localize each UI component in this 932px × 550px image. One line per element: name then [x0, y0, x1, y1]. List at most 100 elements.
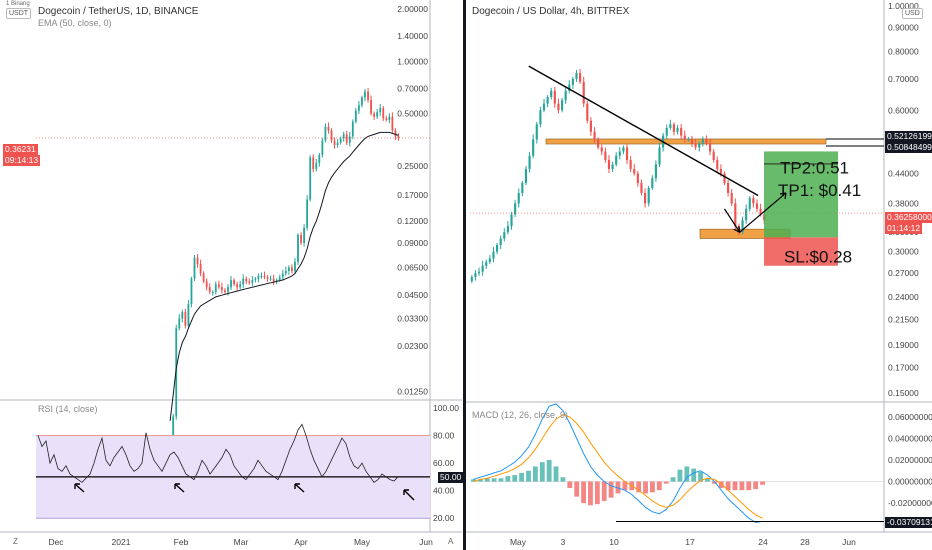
left-candle-body — [321, 140, 324, 155]
right-candle-body — [495, 244, 499, 252]
left-price-tick: 0.17000 — [397, 190, 428, 200]
right-price-tick: 1.00000 — [888, 1, 919, 11]
left-price-tick: 0.12000 — [397, 216, 428, 226]
left-price-tick: 0.50000 — [397, 109, 428, 119]
macd-signal-line — [473, 414, 763, 519]
right-candle-body — [694, 143, 697, 148]
right-candle-body — [701, 139, 704, 144]
left-unit-top: 1 Binang — [6, 1, 30, 7]
left-auto-scale-button[interactable]: A — [448, 537, 454, 546]
right-candle-body — [654, 164, 657, 179]
right-candle-body — [618, 151, 621, 156]
left-chart-canvas[interactable]: 2.00000 1.40000 1.00000 0.70000 0.50000 0.250… — [0, 0, 462, 550]
left-ema-line — [169, 131, 399, 421]
right-candle-body — [571, 78, 574, 85]
left-candle-body — [260, 276, 263, 278]
left-candle-body — [333, 140, 336, 145]
left-candle-body — [233, 280, 235, 285]
left-timezone-button[interactable]: Z — [13, 537, 18, 546]
right-time-badge: 01:14:12 — [885, 223, 923, 234]
right-candle-body — [600, 147, 603, 152]
left-candle-body — [382, 107, 385, 119]
right-candle-body — [492, 251, 495, 259]
right-candle-body — [575, 73, 578, 79]
left-rsi-tick: 40.00 — [433, 486, 455, 496]
left-candle-body — [202, 273, 205, 282]
left-price-tick: 0.02300 — [397, 341, 428, 351]
right-candle-body — [499, 238, 502, 245]
right-candle-body — [719, 168, 722, 174]
left-candle-body — [266, 277, 269, 279]
right-candle-body — [532, 139, 535, 156]
left-candle-body — [388, 116, 391, 120]
right-candle-body — [524, 168, 528, 184]
macd-tick: 0.04000000 — [888, 433, 932, 443]
macd-histogram-bar — [484, 478, 490, 482]
macd-histogram-bar — [684, 466, 690, 482]
left-rsi-arrowhead — [174, 483, 180, 489]
right-price-tick: 0.30000 — [888, 247, 919, 257]
macd-histogram-bar — [532, 466, 538, 482]
take-profit-zone — [764, 151, 838, 238]
left-price-tick: 0.04500 — [397, 290, 428, 300]
right-chart-canvas[interactable]: 1.00000 0.90000 0.80000 0.70000 0.60000 0.440… — [466, 0, 932, 550]
right-date-tick: May — [510, 537, 527, 547]
panes-divider[interactable] — [463, 0, 466, 550]
left-date-tick: Jun — [419, 537, 433, 547]
left-rsi-arrowhead — [403, 489, 409, 495]
right-date-tick: 10 — [609, 537, 619, 547]
right-candle-body — [582, 81, 585, 104]
left-candle-body — [284, 271, 287, 274]
right-candle-body — [488, 258, 491, 263]
right-candle-body — [597, 139, 600, 148]
macd-histogram-bar — [718, 481, 724, 488]
left-candle-body — [370, 99, 372, 114]
right-candle-body — [683, 135, 686, 140]
right-chart-pane[interactable]: 1.00000 0.90000 0.80000 0.70000 0.60000 0.440… — [466, 0, 932, 550]
macd-histogram-bar — [574, 481, 580, 497]
right-candle-body — [633, 168, 636, 174]
right-price-tick: 0.80000 — [888, 47, 919, 57]
macd-histogram-bar — [760, 481, 765, 485]
right-candle-body — [741, 220, 744, 233]
left-candle-body — [181, 311, 184, 319]
left-candle-body — [224, 290, 226, 292]
right-candle-body — [474, 273, 477, 277]
left-price-tick: 1.00000 — [397, 56, 428, 66]
left-candle-body — [361, 97, 363, 106]
macd-histogram-bar — [505, 476, 511, 482]
left-rsi-legend: RSI (14, close) — [38, 404, 98, 414]
left-chart-pane[interactable]: 2.00000 1.40000 1.00000 0.70000 0.50000 0.250… — [0, 0, 464, 550]
left-candle-body — [364, 91, 366, 98]
left-date-tick: Feb — [174, 537, 189, 547]
macd-histogram-bar — [725, 481, 731, 491]
left-time-badge: 09:14:13 — [3, 155, 41, 166]
left-price-tick: 2.00000 — [397, 4, 428, 14]
left-price-tick: 0.06500 — [397, 262, 428, 272]
right-candle-body — [542, 103, 546, 111]
macd-histogram-bar — [498, 478, 504, 482]
left-candle-body — [291, 267, 293, 272]
left-ema-legend: EMA (50, close, 0) — [38, 18, 112, 28]
left-candle-body — [373, 113, 376, 117]
tp1-label: TP1: $0.41 — [778, 181, 861, 200]
macd-histogram-bar — [471, 479, 476, 482]
right-currency-box[interactable]: USD — [902, 8, 923, 19]
left-candle-body — [190, 278, 193, 305]
left-price-tick: 0.25000 — [397, 161, 428, 171]
macd-histogram-bar — [650, 481, 655, 493]
projection-arrowhead-down — [733, 226, 741, 233]
left-currency-box[interactable]: USDT — [6, 8, 32, 19]
left-candle-body — [211, 291, 214, 293]
right-candle-body — [705, 139, 708, 144]
right-candle-body — [553, 90, 556, 104]
left-price-tick: 0.70000 — [397, 83, 428, 93]
right-candle-body — [665, 128, 668, 136]
right-candle-body — [481, 265, 484, 272]
macd-tick: 0.02000000 — [888, 455, 932, 465]
right-candle-body — [658, 147, 661, 165]
left-candle-body — [294, 261, 296, 272]
right-candle-body — [672, 124, 676, 132]
left-price-tick: 0.01250 — [397, 387, 428, 397]
macd-histogram-bar — [601, 481, 607, 501]
